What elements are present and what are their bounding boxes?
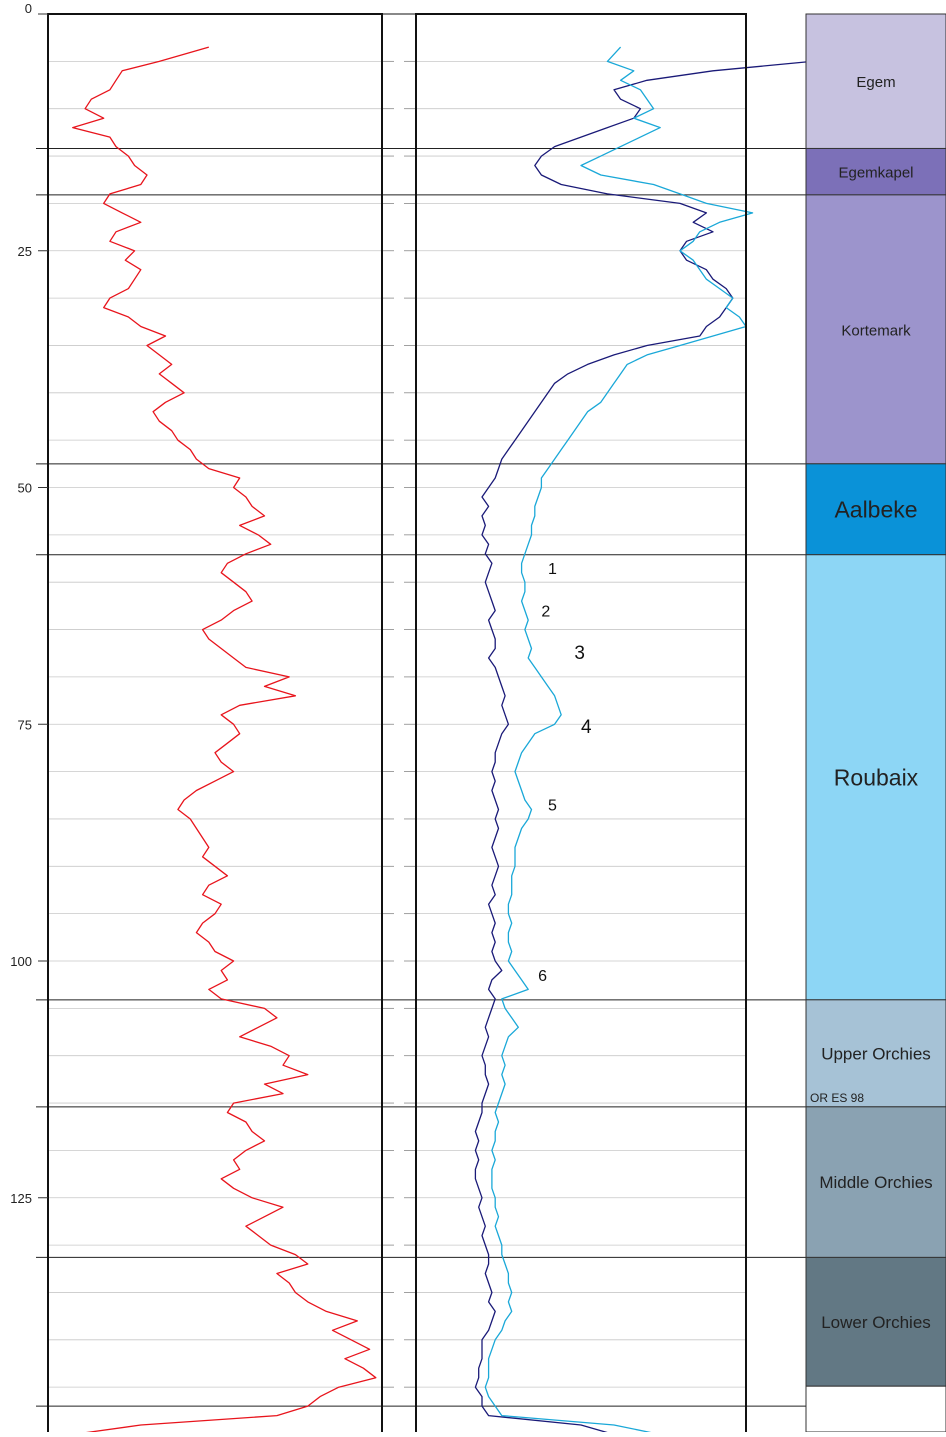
formation-name: Aalbeke	[834, 496, 917, 522]
formation-block	[805, 147, 946, 196]
annotation-label: 2	[541, 604, 550, 621]
formation-block	[805, 463, 946, 556]
track1-frame	[47, 13, 383, 1437]
track-1	[72, 46, 377, 1437]
track2-curve-1	[474, 46, 879, 1437]
y-tick-label: 0	[25, 1, 32, 16]
gridlines	[48, 60, 746, 1388]
track2-curve-2	[484, 46, 754, 1437]
y-tick-label: 100	[10, 954, 32, 969]
y-tick-label: 75	[18, 717, 32, 732]
annotation-label: 4	[581, 717, 592, 738]
formation-block	[805, 194, 946, 465]
formation-block	[805, 1256, 946, 1387]
formation-name: Egem	[856, 74, 895, 91]
track1-curve	[72, 46, 377, 1437]
formation-name: Roubaix	[834, 764, 919, 790]
y-tick-label: 125	[10, 1191, 32, 1206]
y-tick-label: 25	[18, 244, 32, 259]
formation-sublabel: OR ES 98	[810, 1091, 864, 1105]
formation-block	[805, 1385, 946, 1433]
formation-name: Upper Orchies	[821, 1044, 931, 1063]
formation-block	[805, 999, 946, 1108]
annotation-label: 3	[574, 643, 585, 664]
formation-name: Lower Orchies	[821, 1313, 931, 1332]
formation-boundaries	[36, 147, 806, 1407]
track-frames	[47, 13, 747, 1437]
track-2: 1 2 3 4 5 6	[474, 46, 879, 1437]
y-tick-label: 50	[18, 481, 32, 496]
annotation-label: 5	[548, 798, 557, 815]
annotation-label: 1	[548, 561, 557, 578]
annotation-label: 6	[538, 968, 547, 985]
depth-axis: 0 25 50 75 100 125	[10, 1, 48, 1206]
formation-name: Egemkapel	[838, 165, 913, 182]
formation-name: Middle Orchies	[819, 1173, 932, 1192]
formation-name: Kortemark	[841, 322, 911, 339]
formation-column: Egem Egemkapel Kortemark Aalbeke Roubaix Uppe…	[805, 13, 946, 1433]
formation-block	[805, 13, 946, 149]
formation-block	[805, 1106, 946, 1258]
